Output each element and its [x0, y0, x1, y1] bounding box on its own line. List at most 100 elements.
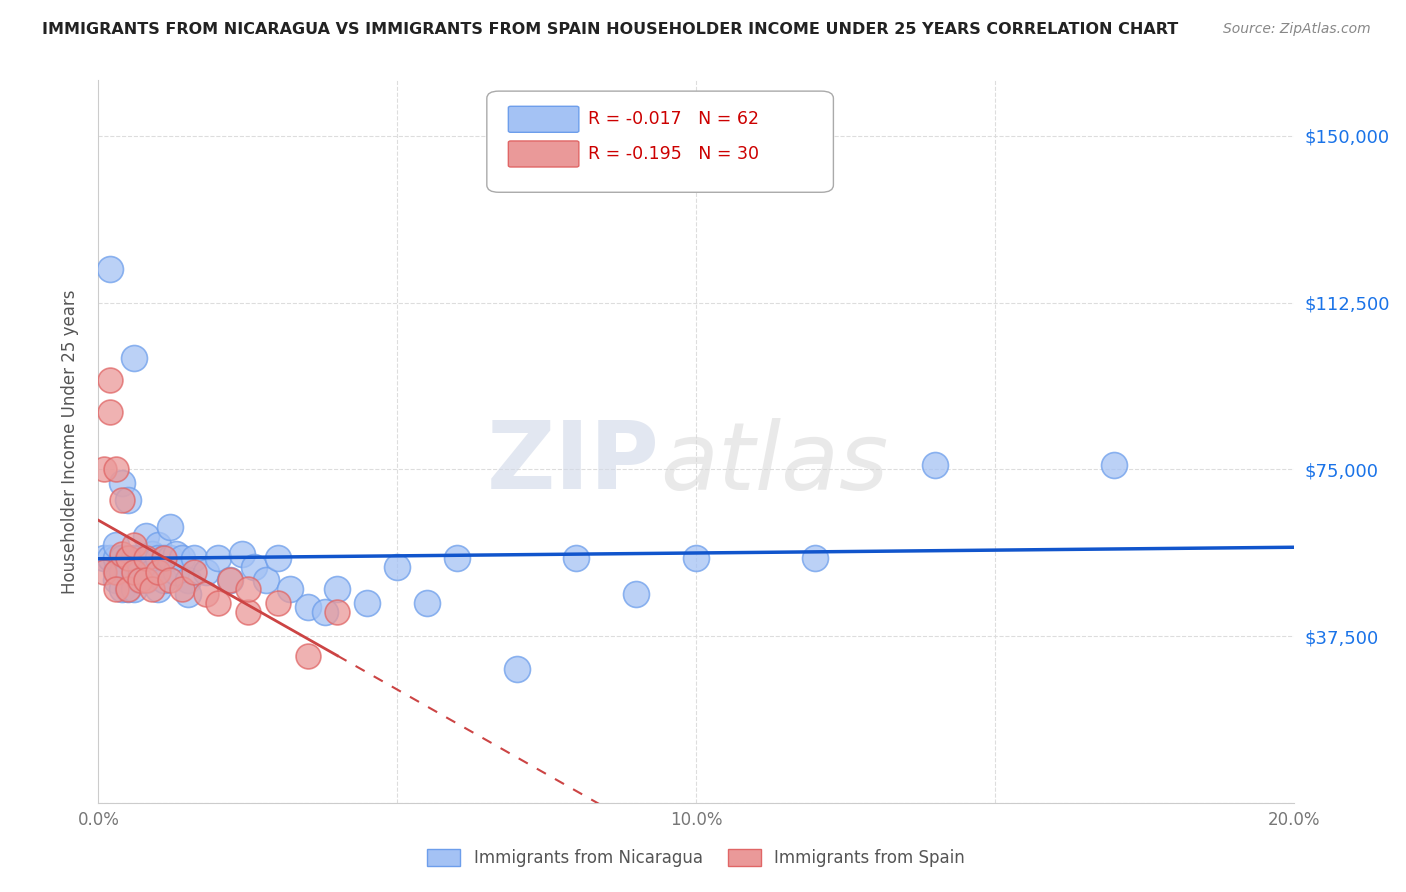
Point — [177, 574, 200, 588]
Point — [297, 649, 319, 664]
Point — [172, 551, 194, 566]
Y-axis label: Householder Income Under 25 years: Householder Income Under 25 years — [60, 289, 79, 594]
Point — [117, 582, 139, 597]
Point — [124, 538, 146, 552]
FancyBboxPatch shape — [486, 91, 834, 193]
FancyBboxPatch shape — [509, 106, 579, 132]
Point — [385, 560, 409, 574]
Point — [124, 582, 146, 597]
Point — [159, 520, 181, 534]
Point — [111, 475, 134, 490]
Point — [195, 587, 218, 601]
Point — [326, 605, 349, 619]
Point — [446, 551, 468, 566]
Point — [416, 596, 439, 610]
Point — [183, 565, 205, 579]
Point — [141, 565, 163, 579]
Point — [148, 582, 170, 597]
Point — [231, 547, 253, 561]
Point — [626, 587, 648, 601]
Point — [159, 551, 181, 566]
Point — [105, 565, 128, 579]
Point — [129, 574, 152, 588]
Point — [93, 462, 115, 476]
Point — [172, 582, 194, 597]
Point — [565, 551, 588, 566]
Point — [219, 574, 242, 588]
Point — [135, 551, 157, 566]
Point — [105, 582, 128, 597]
Point — [98, 373, 122, 387]
Text: R = -0.017   N = 62: R = -0.017 N = 62 — [589, 111, 759, 128]
Point — [117, 565, 139, 579]
Point — [165, 547, 187, 561]
Point — [105, 565, 128, 579]
Point — [105, 462, 128, 476]
Point — [129, 565, 152, 579]
Point — [98, 262, 122, 277]
Point — [278, 582, 301, 597]
Point — [254, 574, 277, 588]
Point — [135, 574, 157, 588]
Point — [117, 582, 139, 597]
Point — [326, 582, 349, 597]
Point — [148, 565, 170, 579]
Point — [111, 547, 134, 561]
Point — [105, 551, 128, 566]
Point — [207, 596, 229, 610]
Point — [267, 596, 290, 610]
Point — [141, 582, 163, 597]
Point — [117, 493, 139, 508]
Point — [195, 565, 218, 579]
Point — [219, 574, 242, 588]
Point — [124, 551, 146, 566]
Point — [117, 551, 139, 566]
Point — [356, 596, 378, 610]
Point — [153, 574, 176, 588]
Point — [148, 551, 170, 566]
Point — [297, 600, 319, 615]
Point — [153, 551, 176, 566]
Point — [105, 574, 128, 588]
Text: R = -0.195   N = 30: R = -0.195 N = 30 — [589, 145, 759, 163]
Point — [105, 538, 128, 552]
Point — [135, 551, 157, 566]
Point — [111, 565, 134, 579]
Point — [111, 551, 134, 566]
Point — [165, 565, 187, 579]
Point — [93, 565, 115, 579]
Point — [111, 493, 134, 508]
Point — [93, 551, 115, 566]
Point — [124, 565, 146, 579]
Point — [148, 538, 170, 552]
Point — [506, 662, 529, 676]
Point — [177, 587, 200, 601]
Text: IMMIGRANTS FROM NICARAGUA VS IMMIGRANTS FROM SPAIN HOUSEHOLDER INCOME UNDER 25 Y: IMMIGRANTS FROM NICARAGUA VS IMMIGRANTS … — [42, 22, 1178, 37]
Point — [685, 551, 707, 566]
Point — [207, 551, 229, 566]
Point — [129, 574, 152, 588]
Point — [124, 565, 146, 579]
Point — [135, 529, 157, 543]
Text: atlas: atlas — [661, 417, 889, 508]
Point — [804, 551, 827, 566]
Point — [267, 551, 290, 566]
Point — [1104, 458, 1126, 472]
Point — [153, 551, 176, 566]
Point — [98, 551, 122, 566]
Point — [135, 574, 157, 588]
Point — [236, 605, 259, 619]
Legend: Immigrants from Nicaragua, Immigrants from Spain: Immigrants from Nicaragua, Immigrants fr… — [420, 842, 972, 874]
Text: Source: ZipAtlas.com: Source: ZipAtlas.com — [1223, 22, 1371, 37]
Point — [141, 547, 163, 561]
Point — [117, 551, 139, 566]
Point — [243, 560, 266, 574]
Point — [236, 582, 259, 597]
Text: ZIP: ZIP — [488, 417, 661, 509]
Point — [129, 551, 152, 566]
Point — [183, 551, 205, 566]
Point — [315, 605, 337, 619]
Point — [98, 404, 122, 418]
Point — [124, 351, 146, 366]
Point — [111, 582, 134, 597]
